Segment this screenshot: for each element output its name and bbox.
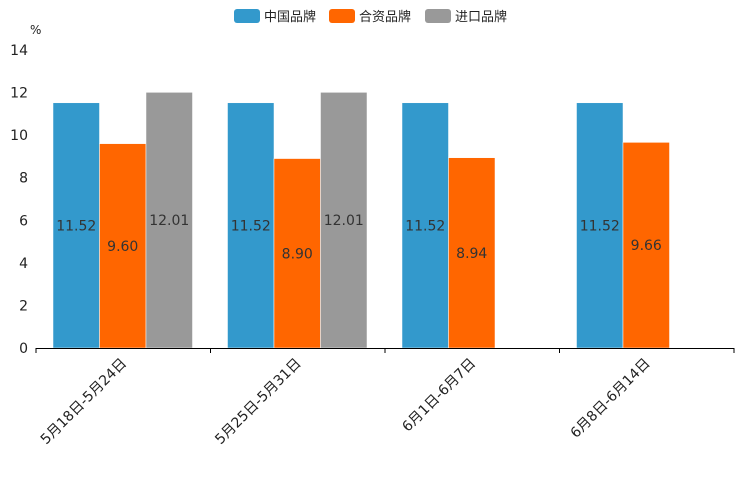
y-tick-label: 12 — [10, 86, 28, 102]
bar-value-label-3-2: 12.01 — [324, 213, 364, 229]
bar-value-label-2-4: 9.66 — [631, 238, 662, 254]
bar-value-label-2-1: 9.60 — [107, 239, 138, 255]
x-category-label-1: 5月18日-5月24日 — [38, 356, 130, 448]
legend-swatch-2[interactable] — [329, 9, 355, 23]
bar-value-label-2-2: 8.90 — [282, 246, 313, 262]
bar-2-2[interactable] — [273, 158, 321, 349]
legend: 中国品牌 合资品牌 进口品牌 — [234, 9, 507, 25]
bar-value-label-1-2: 11.52 — [231, 218, 271, 234]
x-category-label-2: 5月25日-5月31日 — [212, 356, 304, 448]
y-tick-label: 4 — [19, 256, 28, 272]
bar-value-label-1-1: 11.52 — [56, 218, 96, 234]
y-tick-label: 14 — [10, 43, 28, 59]
bar-1-1[interactable] — [52, 102, 100, 349]
y-tick-label: 0 — [19, 341, 28, 357]
bar-value-label-1-4: 11.52 — [580, 218, 620, 234]
legend-label-3[interactable]: 进口品牌 — [455, 9, 507, 25]
x-axis: 5月18日-5月24日 5月25日-5月31日 6月1日-6月7日 6月8日-6月14… — [35, 348, 735, 448]
y-tick-label: 6 — [19, 213, 28, 229]
legend-swatch-1[interactable] — [234, 9, 260, 23]
y-tick-label: 8 — [19, 171, 28, 187]
bar-3-2[interactable] — [320, 92, 368, 349]
legend-label-1[interactable]: 中国品牌 — [264, 9, 316, 25]
bar-2-1[interactable] — [99, 143, 147, 349]
legend-swatch-3[interactable] — [425, 9, 451, 23]
bar-value-label-2-3: 8.94 — [456, 246, 487, 262]
x-category-label-3: 6月1日-6月7日 — [399, 356, 479, 436]
bar-2-3[interactable] — [448, 157, 496, 349]
bar-value-label-3-1: 12.01 — [149, 213, 189, 229]
y-tick-label: 10 — [10, 128, 28, 144]
y-tick-label: 2 — [19, 298, 28, 314]
bar-1-3[interactable] — [401, 102, 449, 349]
bar-labels: 11.52 9.60 12.01 11.52 8.90 12.01 11.52 8.94 11.… — [56, 213, 662, 262]
y-axis-unit: % — [30, 23, 41, 37]
bar-2-4[interactable] — [622, 142, 670, 349]
y-axis: 0 2 4 6 8 10 12 14 — [10, 43, 28, 357]
bar-3-1[interactable] — [145, 92, 193, 349]
bars — [52, 92, 670, 349]
x-category-label-4: 6月8日-6月14日 — [568, 356, 654, 442]
bar-value-label-1-3: 11.52 — [405, 218, 445, 234]
bar-1-2[interactable] — [227, 102, 275, 349]
legend-label-2[interactable]: 合资品牌 — [359, 9, 411, 25]
